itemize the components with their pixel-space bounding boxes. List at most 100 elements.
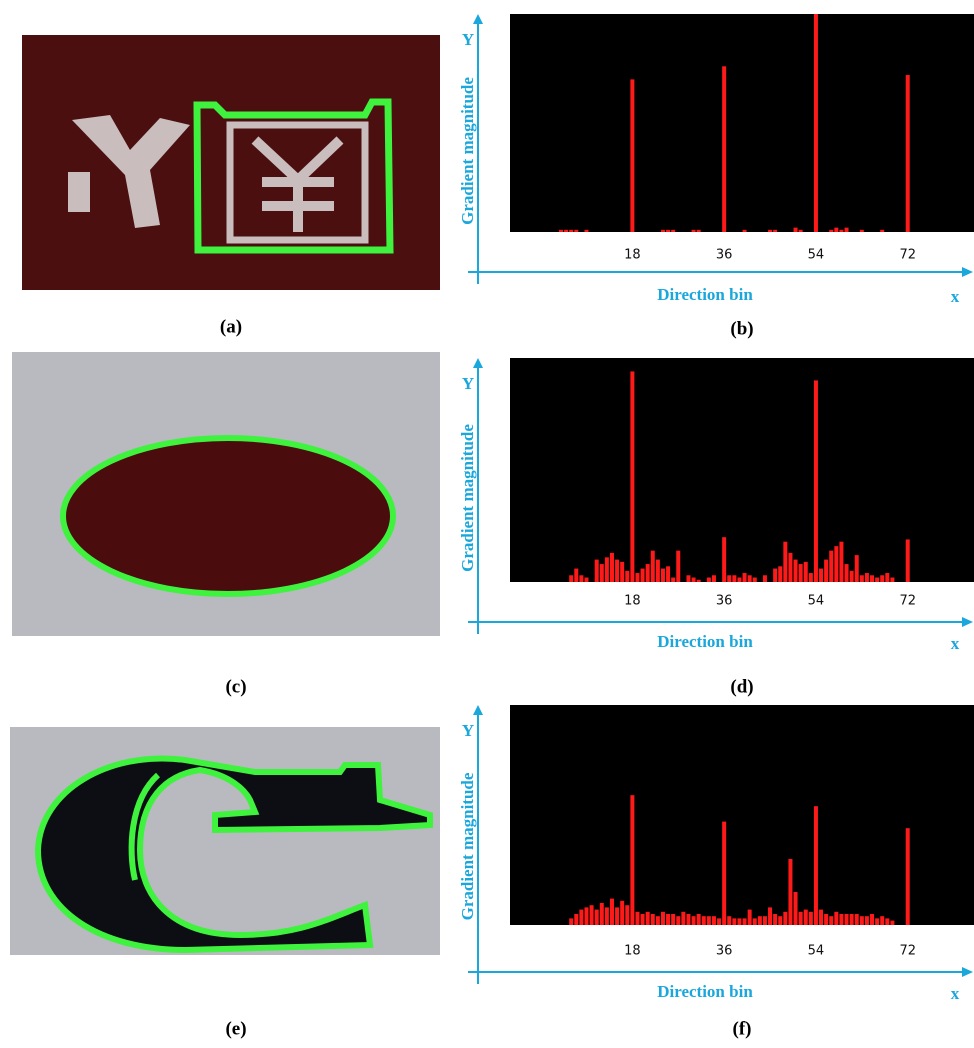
bar: [584, 578, 588, 582]
bar: [579, 575, 583, 582]
bar: [605, 907, 609, 925]
caption: (a): [220, 316, 242, 337]
plot-area: [510, 14, 974, 232]
bar: [819, 910, 823, 925]
bar: [630, 795, 634, 925]
bar: [804, 562, 808, 582]
bar: [885, 918, 889, 925]
bar: [610, 553, 614, 582]
bar: [870, 914, 874, 925]
bar: [666, 914, 670, 925]
bar: [722, 822, 726, 925]
y-axis-label: Gradient magnitude: [458, 424, 477, 572]
bar: [671, 230, 675, 232]
y-axis-label: Gradient magnitude: [458, 772, 477, 920]
x-tick-label: 18: [624, 944, 641, 959]
bar: [814, 806, 818, 925]
bar: [666, 230, 670, 232]
bar: [651, 914, 655, 925]
bar: [855, 555, 859, 582]
bar: [574, 230, 578, 232]
bar: [584, 230, 588, 232]
bar: [600, 903, 604, 925]
x-axis-label: Direction bin: [657, 632, 753, 651]
bar: [906, 828, 910, 925]
bar: [804, 910, 808, 925]
bar: [870, 575, 874, 582]
bar: [839, 914, 843, 925]
bar: [829, 230, 833, 232]
bar: [753, 918, 757, 925]
x-tick-label: 36: [716, 594, 733, 609]
caption: (e): [225, 1018, 246, 1039]
bar: [641, 914, 645, 925]
bar: [712, 575, 716, 582]
bar: [778, 566, 782, 582]
plot-area: [510, 705, 974, 925]
bar: [692, 578, 696, 582]
bar: [671, 578, 675, 582]
bar: [829, 916, 833, 925]
bar: [753, 578, 757, 582]
x-arrow: [962, 967, 973, 977]
bar: [630, 79, 634, 232]
bar: [676, 551, 680, 582]
bar: [676, 916, 680, 925]
bar: [595, 910, 599, 925]
bar: [829, 551, 833, 582]
x-tick-label: 54: [808, 248, 825, 263]
bar: [569, 918, 573, 925]
bar: [574, 914, 578, 925]
bar: [845, 228, 849, 232]
bar: [794, 560, 798, 582]
bar: [819, 569, 823, 582]
x-tick-label: 72: [899, 944, 916, 959]
bar: [712, 916, 716, 925]
caption: (b): [730, 318, 753, 339]
bar: [605, 557, 609, 582]
bar: [885, 573, 889, 582]
bar: [635, 912, 639, 925]
bar: [778, 916, 782, 925]
bar: [595, 560, 599, 582]
bar: [615, 907, 619, 925]
bar: [697, 230, 701, 232]
x-tick-label: 54: [808, 944, 825, 959]
bar: [839, 230, 843, 232]
bar: [845, 914, 849, 925]
y-axis-name: Y: [462, 30, 474, 49]
bar: [600, 564, 604, 582]
bar: [610, 899, 614, 925]
bar: [584, 907, 588, 925]
bar: [630, 371, 634, 582]
y-arrow: [473, 705, 483, 715]
image-a: (a): [22, 35, 440, 337]
bar: [860, 230, 864, 232]
bar: [768, 907, 772, 925]
bar: [799, 912, 803, 925]
bar: [824, 914, 828, 925]
bar: [641, 569, 645, 582]
bar: [743, 573, 747, 582]
bar: [875, 578, 879, 582]
bar: [727, 575, 731, 582]
bar: [727, 916, 731, 925]
bar: [681, 912, 685, 925]
bar: [865, 573, 869, 582]
bar: [880, 916, 884, 925]
bar: [646, 564, 650, 582]
bar: [732, 575, 736, 582]
bar: [625, 905, 629, 925]
bar: [702, 916, 706, 925]
bar: [768, 230, 772, 232]
bar: [743, 230, 747, 232]
bar: [748, 910, 752, 925]
bar: [906, 539, 910, 582]
bar: [834, 228, 838, 232]
x-tick-label: 54: [808, 594, 825, 609]
bar: [758, 916, 762, 925]
bar: [707, 916, 711, 925]
bar: [559, 230, 563, 232]
bar: [906, 75, 910, 232]
